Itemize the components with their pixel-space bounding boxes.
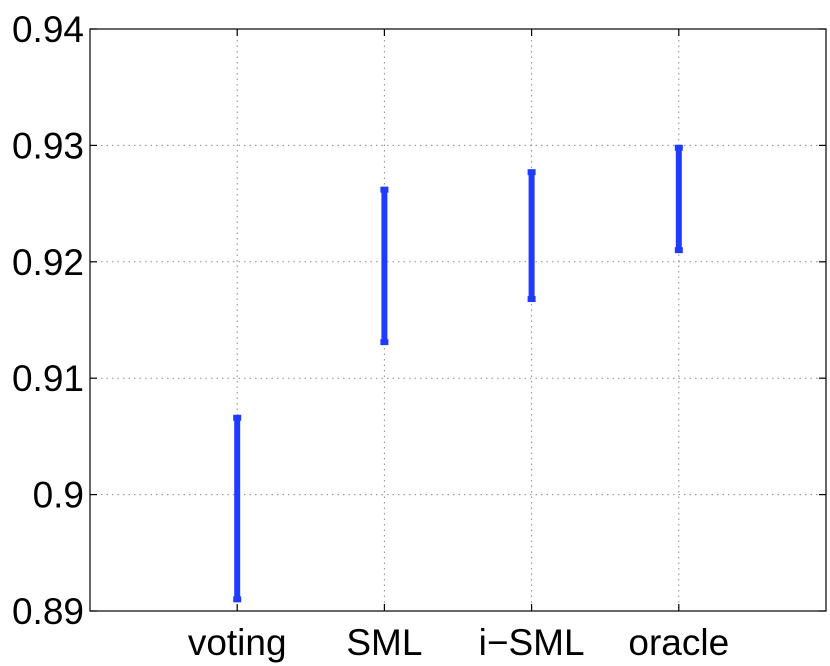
y-axis: 0.89 0.9 0.91 0.92 0.93 0.94 (12, 9, 826, 632)
y-tick-label: 0.94 (12, 9, 84, 50)
error-bar-cap-high (380, 186, 389, 193)
x-tick-label: i−SML (479, 622, 585, 663)
y-tick-label: 0.92 (12, 242, 84, 283)
error-bar-cap-low (527, 296, 536, 303)
error-bar-cap-high (527, 169, 536, 176)
error-bar-cap-low (380, 339, 389, 346)
y-tick-label: 0.93 (12, 125, 84, 166)
error-bars (233, 144, 683, 603)
x-tick-label: SML (346, 622, 422, 663)
error-bar-cap-low (674, 247, 683, 254)
y-tick-label: 0.89 (12, 591, 84, 632)
error-bar-cap-low (233, 596, 242, 603)
x-tick-label: voting (188, 622, 287, 663)
axes-frame (89, 28, 827, 612)
error-bar-cap-high (233, 414, 242, 421)
y-tick-label: 0.91 (12, 358, 84, 399)
y-tick-label: 0.9 (33, 475, 84, 516)
error-bar-cap-high (674, 144, 683, 151)
x-axis: voting SML i−SML oracle (188, 29, 729, 663)
x-tick-label: oracle (628, 622, 729, 663)
grid-lines (90, 29, 826, 611)
